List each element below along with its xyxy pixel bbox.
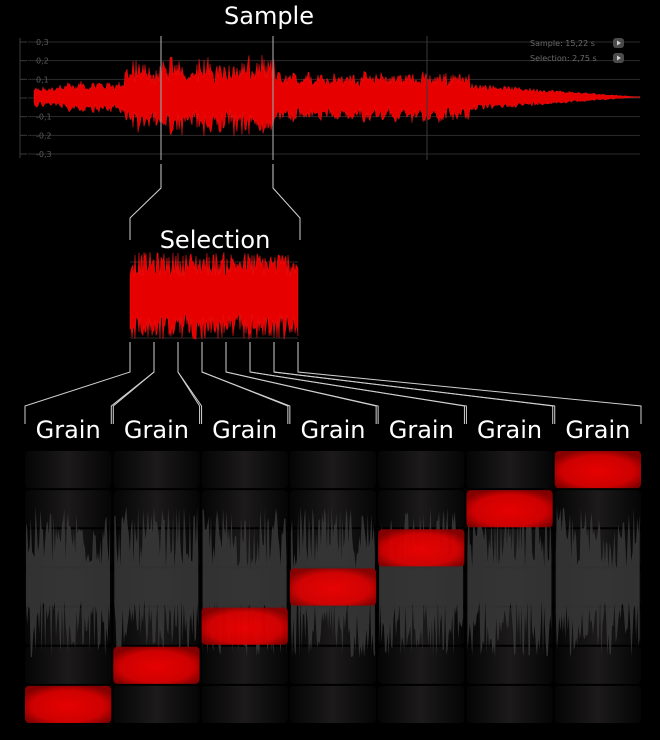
grain-cell[interactable] xyxy=(289,685,377,723)
grain-connector-left xyxy=(249,356,467,424)
grain-connector-right xyxy=(201,356,289,424)
play-icon xyxy=(617,55,621,61)
grain-cell[interactable] xyxy=(113,490,200,528)
grain-highlight[interactable] xyxy=(554,451,641,489)
grain-cell[interactable] xyxy=(466,451,553,489)
grain-connector-left xyxy=(225,356,379,424)
grain-highlight[interactable] xyxy=(25,685,112,723)
sample-to-selection-connector xyxy=(129,164,301,240)
grain-cell[interactable] xyxy=(25,490,112,528)
grain-cell[interactable] xyxy=(554,490,641,528)
grain-column xyxy=(289,451,377,723)
y-tick-label: -0,2 xyxy=(36,131,52,140)
y-tick-label: 0,3 xyxy=(36,38,49,47)
grain-connector-left xyxy=(201,356,291,424)
selection-waveform xyxy=(129,252,299,340)
grain-highlight[interactable] xyxy=(466,490,553,528)
grain-cell[interactable] xyxy=(201,451,288,489)
y-tick-label: 0,1 xyxy=(36,75,49,84)
grain-labels: Grain Grain Grain Grain Grain Grain Grain xyxy=(36,416,631,444)
grain-cell[interactable] xyxy=(113,607,200,645)
grain-cell[interactable] xyxy=(466,685,553,723)
grain-connector-left xyxy=(24,356,131,424)
grain-cell[interactable] xyxy=(201,646,288,684)
sample-markers xyxy=(160,36,428,160)
grain-column xyxy=(113,451,200,723)
grain-cell[interactable] xyxy=(378,685,465,723)
grain-connector-right xyxy=(273,356,554,424)
grain-connector-right xyxy=(177,356,201,424)
grain-cell[interactable] xyxy=(289,490,377,528)
grain-label: Grain xyxy=(36,416,101,444)
sample-y-axis: 0,30,20,10-0,1-0,2-0,3 xyxy=(19,38,52,159)
grain-column xyxy=(466,451,553,723)
grain-waveform xyxy=(555,506,640,658)
grain-waveform xyxy=(26,506,110,658)
grain-label: Grain xyxy=(212,416,277,444)
grain-cell[interactable] xyxy=(378,490,465,528)
selection-to-grains-connector xyxy=(24,356,642,424)
grain-cell[interactable] xyxy=(201,685,288,723)
grain-highlight[interactable] xyxy=(289,568,377,606)
grain-column xyxy=(378,451,465,723)
grain-grid xyxy=(25,451,641,723)
grain-cell[interactable] xyxy=(113,451,200,489)
selection-length-label: Selection: 2,75 s xyxy=(530,54,597,63)
sample-length-label: Sample: 15,22 s xyxy=(530,39,595,48)
sample-waveform xyxy=(33,55,641,137)
grain-waveform xyxy=(114,506,199,658)
grain-label: Grain xyxy=(565,416,630,444)
y-tick-label: -0,1 xyxy=(36,113,52,122)
grain-cell[interactable] xyxy=(113,685,200,723)
grain-column xyxy=(554,451,641,723)
grain-cell[interactable] xyxy=(289,646,377,684)
grain-connector-left xyxy=(112,356,155,424)
grain-column xyxy=(201,451,288,723)
grain-connector-right xyxy=(297,356,642,424)
grain-label: Grain xyxy=(477,416,542,444)
grain-waveform xyxy=(467,508,552,658)
sample-title: Sample xyxy=(224,2,314,30)
grain-highlight[interactable] xyxy=(201,607,288,645)
grain-connector-left xyxy=(273,356,556,424)
grain-cell[interactable] xyxy=(289,451,377,489)
grain-cell[interactable] xyxy=(378,451,465,489)
grain-cell[interactable] xyxy=(554,685,641,723)
y-tick-label: -0,3 xyxy=(36,150,52,159)
play-icon xyxy=(617,40,621,46)
sample-info: Sample: 15,22 s Selection: 2,75 s xyxy=(530,38,624,63)
grain-label: Grain xyxy=(300,416,365,444)
grain-connector-left xyxy=(177,356,203,424)
grain-highlight[interactable] xyxy=(378,529,465,567)
grain-cell[interactable] xyxy=(25,646,112,684)
grain-label: Grain xyxy=(389,416,454,444)
grain-highlight[interactable] xyxy=(113,646,200,684)
selection-grain-ticks xyxy=(129,342,299,356)
grain-column xyxy=(25,451,112,723)
grain-cell[interactable] xyxy=(466,646,553,684)
selection-title: Selection xyxy=(160,226,271,254)
grain-cell[interactable] xyxy=(554,646,641,684)
grain-cell[interactable] xyxy=(25,451,112,489)
grain-cell[interactable] xyxy=(378,646,465,684)
grain-connector-right xyxy=(249,356,465,424)
grain-label: Grain xyxy=(124,416,189,444)
y-tick-label: 0,2 xyxy=(36,57,49,66)
